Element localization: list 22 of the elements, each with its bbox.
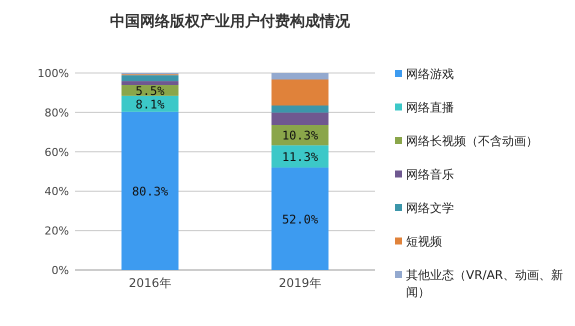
y-tick-label: 60% — [44, 146, 69, 159]
data-label: 5.5% — [136, 84, 166, 98]
legend-label: 网络文学 — [406, 201, 454, 215]
legend-label: 网络长视频（不含动画） — [406, 134, 538, 148]
legend-label: 网络游戏 — [406, 67, 454, 81]
data-label: 11.3% — [282, 150, 319, 164]
y-tick-label: 80% — [44, 106, 69, 120]
legend-label: 网络直播 — [406, 100, 454, 114]
y-tick-label: 100% — [38, 67, 69, 80]
x-tick-label: 2016年 — [128, 276, 172, 290]
x-tick-label: 2019年 — [278, 276, 322, 290]
data-label: 52.0% — [282, 212, 319, 226]
y-tick-label: 20% — [44, 224, 69, 238]
chart-title: 中国网络版权产业用户付费构成情况 — [110, 12, 351, 30]
y-tick-label: 0% — [52, 264, 69, 277]
data-label: 10.3% — [282, 128, 319, 143]
legend-label: 短视频 — [406, 234, 442, 248]
data-label: 8.1% — [136, 97, 166, 112]
legend-label: 其他业态（VR/AR、动画、新闻） — [406, 268, 564, 299]
legend-label: 网络音乐 — [406, 168, 454, 182]
y-tick-label: 40% — [44, 185, 69, 198]
data-label: 80.3% — [132, 184, 169, 198]
